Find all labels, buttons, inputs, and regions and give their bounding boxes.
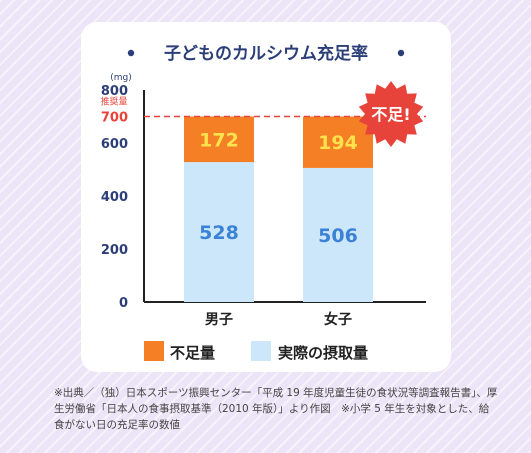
value-label-intake-2: 506 [318,225,358,247]
value-label-shortfall-1: 172 [199,129,239,151]
title-bullet-right [397,49,405,57]
calcium-chart: 子どものカルシウム充足率 (mg) 0 200 400 600 700 800 528 172… [100,43,426,328]
y-unit-label: (mg) [110,73,132,83]
y-tick-label-800: 800 [101,84,128,99]
y-tick-label-200: 200 [101,243,128,258]
reference-line-label: 推奨量 [100,96,127,108]
legend-label-intake: 実際の摂取量 [278,344,369,362]
y-tick-label-0: 0 [119,296,128,311]
legend-label-shortfall: 不足量 [170,344,216,362]
x-tick-label-2: 女子 [324,311,352,328]
legend-swatch-shortfall [144,341,164,361]
badge-label: 不足! [371,105,410,124]
y-tick-label-400: 400 [101,190,128,205]
bar-intake-1 [184,162,254,302]
y-tick-label-600: 600 [101,137,128,152]
x-tick-label-1: 男子 [205,312,233,328]
value-label-intake-1: 528 [199,222,239,244]
chart-title: 子どものカルシウム充足率 [164,43,368,64]
bar-shortfall-2 [303,116,373,168]
legend-swatch-intake [251,341,271,361]
source-note: ※出典／（独）日本スポーツ振興センター「平成 19 年度児童生徒の食状況等調査報… [54,387,498,431]
chart-card: 子どものカルシウム充足率 (mg) 0 200 400 600 700 800 528 172… [81,22,451,372]
bar-intake-2 [303,167,373,302]
value-label-shortfall-2: 194 [318,132,358,154]
y-tick-label-700: 700 [101,111,128,126]
title-bullet-left [127,49,135,57]
bar-shortfall-1 [184,116,254,163]
badge-starburst [358,81,424,147]
